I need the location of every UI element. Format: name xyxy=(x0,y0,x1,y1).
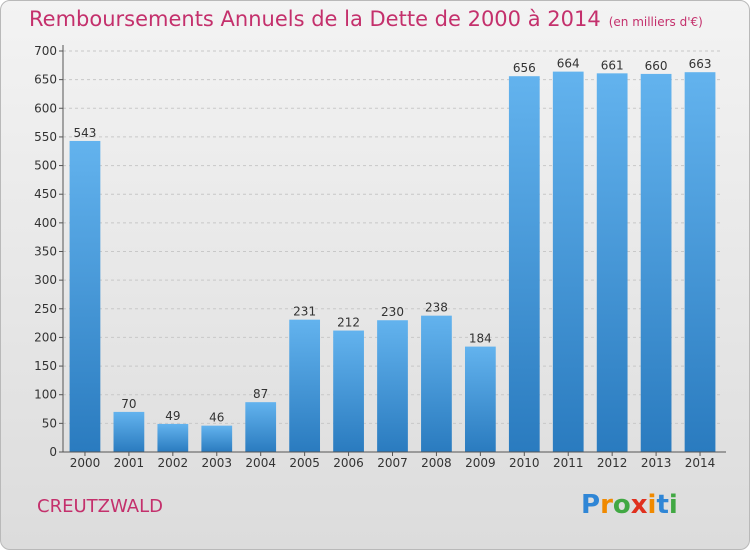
proxiti-logo: Proxiti xyxy=(581,490,678,520)
bar xyxy=(596,73,628,452)
y-tick-label: 300 xyxy=(34,273,57,287)
bar-value-label: 663 xyxy=(689,57,712,71)
bar xyxy=(333,330,364,452)
bar-value-label: 231 xyxy=(293,305,316,319)
bar-value-label: 212 xyxy=(337,316,360,330)
bar xyxy=(640,73,672,453)
y-tick-label: 50 xyxy=(42,416,57,430)
bars xyxy=(69,71,716,453)
y-tick-label: 200 xyxy=(34,330,57,344)
bar xyxy=(69,140,101,452)
bar xyxy=(113,411,145,452)
axes: 0 50 100 150 200 250 300 350 400 450 500 550 600 650 7… xyxy=(34,44,726,470)
bar-value-label: 661 xyxy=(601,58,624,72)
bar xyxy=(245,402,277,452)
y-tick-label: 250 xyxy=(34,302,57,316)
y-tick-label: 700 xyxy=(34,44,57,58)
x-tick-label: 2009 xyxy=(465,456,496,470)
bar-value-label: 70 xyxy=(121,397,136,411)
chart-title-text: Remboursements Annuels de la Dette de 20… xyxy=(29,7,601,31)
x-tick-label: 2013 xyxy=(641,456,672,470)
x-tick-label: 2002 xyxy=(158,456,189,470)
bar xyxy=(157,423,189,452)
x-tick-label: 2006 xyxy=(333,456,364,470)
y-tick-label: 550 xyxy=(34,130,57,144)
bar-value-label: 664 xyxy=(557,57,580,71)
x-tick-label: 2000 xyxy=(70,456,101,470)
bar-value-label: 184 xyxy=(469,332,492,346)
bar xyxy=(508,76,540,452)
bar-value-label: 87 xyxy=(253,387,268,401)
bar xyxy=(201,425,233,452)
x-tick-label: 2008 xyxy=(421,456,452,470)
y-tick-label: 450 xyxy=(34,187,57,201)
bar xyxy=(464,346,496,452)
x-tick-label: 2011 xyxy=(553,456,584,470)
chart-title: Remboursements Annuels de la Dette de 20… xyxy=(29,7,703,31)
x-tick-label: 2003 xyxy=(201,456,232,470)
y-tick-label: 350 xyxy=(34,245,57,259)
y-tick-label: 400 xyxy=(34,216,57,230)
bar xyxy=(377,320,408,452)
value-labels: 543 70 49 46 87 231 212 230 238 184 656 664 661 660 66… xyxy=(74,57,712,425)
bar xyxy=(552,71,584,452)
chart-unit: (en milliers d'€) xyxy=(608,15,703,29)
y-tick-label: 500 xyxy=(34,159,57,173)
bar xyxy=(421,315,452,452)
y-tick-label: 650 xyxy=(34,73,57,87)
y-tick-label: 600 xyxy=(34,101,57,115)
bar-value-label: 238 xyxy=(425,301,448,315)
bar xyxy=(289,319,321,452)
bar-value-label: 543 xyxy=(74,126,97,140)
x-tick-label: 2004 xyxy=(245,456,276,470)
bar xyxy=(684,72,716,453)
x-tick-label: 2005 xyxy=(289,456,320,470)
y-tick-label: 0 xyxy=(49,445,57,459)
bar-value-label: 230 xyxy=(381,305,404,319)
x-tick-label: 2012 xyxy=(597,456,628,470)
x-tick-label: 2007 xyxy=(377,456,408,470)
x-tick-label: 2010 xyxy=(509,456,540,470)
x-tick-label: 2014 xyxy=(685,456,716,470)
x-tick-label: 2001 xyxy=(114,456,145,470)
gridlines xyxy=(63,50,722,424)
city-name: CREUTZWALD xyxy=(37,496,163,517)
bar-value-label: 656 xyxy=(513,61,536,75)
bar-value-label: 660 xyxy=(645,59,668,73)
bar-value-label: 46 xyxy=(209,411,224,425)
y-tick-label: 100 xyxy=(34,388,57,402)
y-tick-label: 150 xyxy=(34,359,57,373)
bar-value-label: 49 xyxy=(165,409,180,423)
